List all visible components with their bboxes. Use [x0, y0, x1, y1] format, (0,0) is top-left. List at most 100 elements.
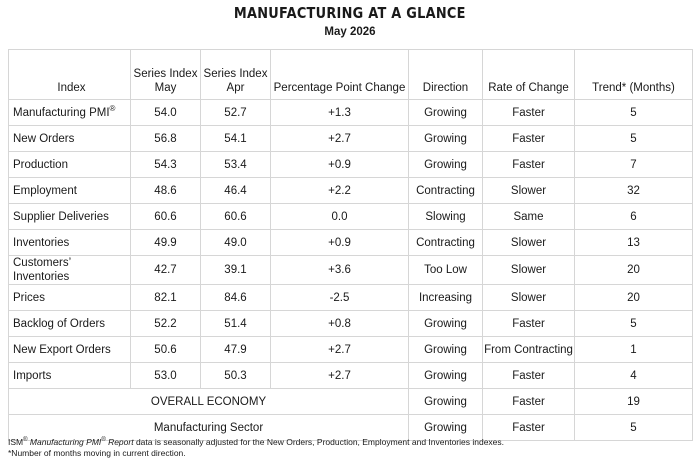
row-name: Backlog of Orders [8, 310, 131, 337]
cell-direction: Growing [408, 362, 483, 389]
cell-trend: 5 [574, 99, 693, 126]
col-header-may: Series Index May [130, 49, 201, 100]
cell-trend: 5 [574, 414, 693, 441]
row-name: Production [8, 151, 131, 178]
summary-row-manufacturing-sector: Manufacturing Sector Growing Faster 5 [8, 414, 693, 441]
cell-apr: 46.4 [200, 177, 271, 204]
cell-may: 53.0 [130, 362, 201, 389]
table-row: New Export Orders 50.6 47.9 +2.7 Growing… [8, 336, 693, 363]
row-name: New Orders [8, 125, 131, 152]
cell-change: +0.8 [270, 310, 409, 337]
table-row: Imports 53.0 50.3 +2.7 Growing Faster 4 [8, 362, 693, 389]
cell-rate: From Contracting [482, 336, 575, 363]
footnote-adjustment-text: data is seasonally adjusted for the New … [135, 437, 505, 447]
cell-may: 42.7 [130, 255, 201, 285]
table-row: Customers’ Inventories 42.7 39.1 +3.6 To… [8, 255, 693, 285]
col-header-apr: Series Index Apr [200, 49, 271, 100]
row-name: Customers’ Inventories [8, 255, 131, 285]
footnote-report-word: Report [108, 437, 134, 447]
cell-change: +2.7 [270, 125, 409, 152]
table-row-pmi: Manufacturing PMI® 54.0 52.7 +1.3 Growin… [8, 99, 693, 126]
cell-apr: 60.6 [200, 203, 271, 230]
footnote-ism: ISM [8, 437, 24, 447]
table-row: Inventories 49.9 49.0 +0.9 Contracting S… [8, 229, 693, 256]
cell-may: 49.9 [130, 229, 201, 256]
cell-trend: 32 [574, 177, 693, 204]
col-header-index: Index [8, 49, 131, 100]
cell-rate: Same [482, 203, 575, 230]
cell-trend: 5 [574, 125, 693, 152]
table-row: Supplier Deliveries 60.6 60.6 0.0 Slowin… [8, 203, 693, 230]
cell-trend: 20 [574, 284, 693, 311]
cell-trend: 13 [574, 229, 693, 256]
cell-may: 52.2 [130, 310, 201, 337]
cell-direction: Contracting [408, 229, 483, 256]
cell-direction: Increasing [408, 284, 483, 311]
cell-rate: Slower [482, 255, 575, 285]
cell-rate: Faster [482, 310, 575, 337]
cell-rate: Faster [482, 362, 575, 389]
header-row: Index Series Index May Series Index Apr Pe… [8, 49, 693, 100]
cell-rate: Faster [482, 99, 575, 126]
table-row: Production 54.3 53.4 +0.9 Growing Faster… [8, 151, 693, 178]
header: MANUFACTURING AT A GLANCE May 2026 [0, 0, 700, 39]
registered-mark: ® [109, 103, 116, 113]
row-name: Imports [8, 362, 131, 389]
footnote-reg-mark-1: ® [23, 437, 28, 444]
table-row: Backlog of Orders 52.2 51.4 +0.8 Growing… [8, 310, 693, 337]
col-header-trend: Trend* (Months) [574, 49, 693, 100]
cell-direction: Growing [408, 125, 483, 152]
cell-trend: 19 [574, 388, 693, 415]
cell-apr: 49.0 [200, 229, 271, 256]
cell-apr: 39.1 [200, 255, 271, 285]
cell-apr: 84.6 [200, 284, 271, 311]
cell-trend: 5 [574, 310, 693, 337]
cell-direction: Growing [408, 99, 483, 126]
cell-change: +3.6 [270, 255, 409, 285]
table-row: Employment 48.6 46.4 +2.2 Contracting Sl… [8, 177, 693, 204]
summary-name: OVERALL ECONOMY [8, 388, 409, 415]
cell-change: -2.5 [270, 284, 409, 311]
cell-rate: Slower [482, 177, 575, 204]
col-header-apr-line1: Series Index [203, 68, 268, 80]
col-header-change: Percentage Point Change [270, 49, 409, 100]
footnote-adjustment: ISM® Manufacturing PMI® Report data is s… [8, 437, 504, 448]
cell-change: +2.7 [270, 336, 409, 363]
col-header-apr-line2: Apr [226, 82, 245, 94]
row-name: Employment [8, 177, 131, 204]
cell-direction: Growing [408, 336, 483, 363]
col-header-direction: Direction [408, 49, 483, 100]
cell-rate: Faster [482, 125, 575, 152]
footnote-trend-definition: *Number of months moving in current dire… [8, 448, 186, 458]
cell-apr: 50.3 [200, 362, 271, 389]
row-name: Supplier Deliveries [8, 203, 131, 230]
cell-direction: Growing [408, 414, 483, 441]
cell-apr: 52.7 [200, 99, 271, 126]
page-title: MANUFACTURING AT A GLANCE [234, 4, 466, 22]
col-header-rate: Rate of Change [482, 49, 575, 100]
footnotes: ISM® Manufacturing PMI® Report data is s… [8, 437, 504, 459]
cell-change: +0.9 [270, 151, 409, 178]
row-name: Inventories [8, 229, 131, 256]
pmi-name: Manufacturing PMI [13, 106, 110, 119]
summary-name: Manufacturing Sector [8, 414, 409, 441]
page-subtitle: May 2026 [324, 26, 376, 38]
summary-row-overall-economy: OVERALL ECONOMY Growing Faster 19 [8, 388, 693, 415]
cell-change: +2.2 [270, 177, 409, 204]
cell-apr: 54.1 [200, 125, 271, 152]
cell-change: +0.9 [270, 229, 409, 256]
glance-table: Index Series Index May Series Index Apr Pe… [8, 49, 693, 441]
cell-trend: 6 [574, 203, 693, 230]
cell-direction: Too Low [408, 255, 483, 285]
col-header-may-line2: May [154, 82, 177, 94]
cell-rate: Slower [482, 229, 575, 256]
cell-change: 0.0 [270, 203, 409, 230]
cell-trend: 20 [574, 255, 693, 285]
cell-may: 60.6 [130, 203, 201, 230]
cell-apr: 51.4 [200, 310, 271, 337]
cell-may: 48.6 [130, 177, 201, 204]
cell-direction: Growing [408, 151, 483, 178]
cell-direction: Growing [408, 310, 483, 337]
cell-may: 54.3 [130, 151, 201, 178]
cell-rate: Faster [482, 151, 575, 178]
